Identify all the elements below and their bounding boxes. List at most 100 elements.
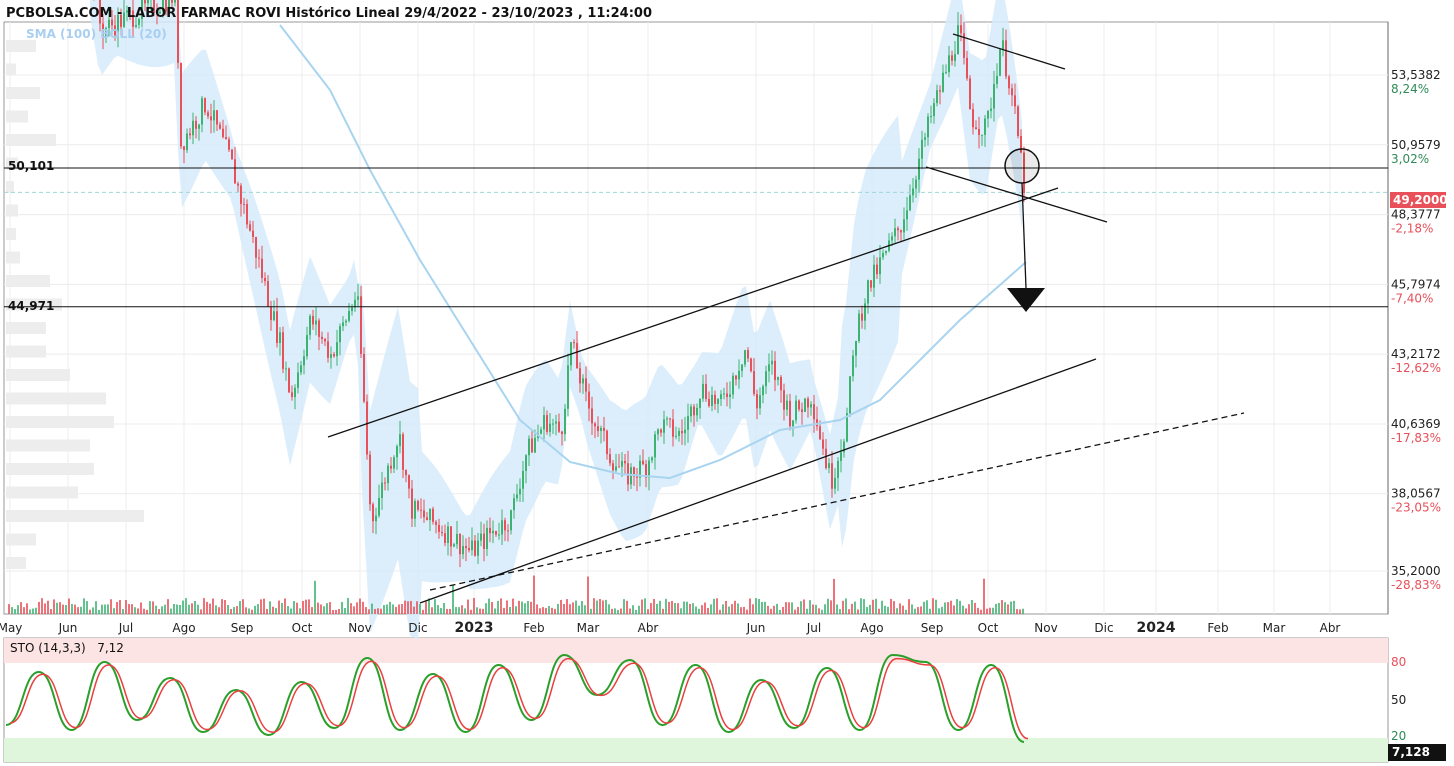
candle-body [807, 398, 809, 408]
time-tick-label: Jun [746, 621, 766, 635]
candle-body [996, 75, 998, 85]
candle-body [741, 364, 743, 371]
volume-bar [23, 607, 25, 614]
volume-bar [281, 602, 283, 614]
candle-body [171, 0, 173, 3]
candle-body [351, 307, 353, 311]
candle-body [1011, 88, 1013, 96]
volume-bar [239, 601, 241, 614]
volume-bar [380, 608, 382, 614]
volume-bar [566, 599, 568, 614]
volume-profile [6, 40, 144, 569]
candle-body [249, 224, 251, 231]
time-tick-label: Mar [1263, 621, 1286, 635]
candle-body [420, 509, 422, 511]
volume-bar [116, 602, 118, 614]
volume-bar [89, 609, 91, 614]
candle-body [876, 264, 878, 275]
volume-bar [587, 576, 589, 614]
volume-bar [767, 605, 769, 614]
volume-bar [194, 600, 196, 614]
volume-bar [470, 609, 472, 614]
volume-bar [317, 602, 319, 614]
volume-bar [659, 600, 661, 614]
candle-body [1017, 106, 1019, 136]
volume-bar [59, 602, 61, 614]
candle-body [321, 336, 323, 340]
volume-bar [998, 602, 1000, 614]
volume-bar [899, 603, 901, 614]
volume-bar [575, 600, 577, 614]
volume-bar [926, 600, 928, 614]
volume-bar [494, 608, 496, 614]
candle-body [837, 460, 839, 478]
volume-bar [911, 604, 913, 614]
candle-body [474, 540, 476, 556]
candle-body [660, 429, 662, 433]
volume-bar [929, 608, 931, 614]
candle-body [606, 430, 608, 455]
volume-bar [410, 600, 412, 614]
wedge-top-line [952, 33, 1066, 70]
candle-body [558, 421, 560, 432]
candle-body [969, 78, 971, 110]
candle-body [819, 426, 821, 440]
volume-bar [248, 608, 250, 614]
volume-bar [158, 609, 160, 614]
candle-body [234, 159, 236, 184]
time-tick-label: Oct [978, 621, 999, 635]
candle-body [990, 108, 992, 111]
volume-bar [377, 608, 379, 614]
candle-body [108, 19, 110, 29]
candle-body [378, 498, 380, 516]
candle-body [432, 508, 434, 522]
candle-body [369, 454, 371, 505]
sto-label: STO (14,3,3) 7,12 [10, 641, 124, 655]
candle-body [468, 548, 470, 551]
volume-bar [821, 609, 823, 614]
volume-bar [1010, 601, 1012, 614]
candle-body [438, 524, 440, 532]
candle-body [330, 354, 332, 358]
volume-profile-bar [6, 298, 62, 311]
candle-body [1005, 40, 1007, 77]
volume-bar [671, 600, 673, 614]
volume-bar [161, 606, 163, 614]
volume-bar [278, 600, 280, 614]
candle-body [762, 386, 764, 396]
candle-body [600, 427, 602, 432]
candle-body [636, 476, 638, 478]
volume-bar [971, 600, 973, 614]
candle-body [138, 19, 140, 25]
candle-body [615, 466, 617, 471]
volume-bar [605, 599, 607, 614]
candle-body [915, 179, 917, 189]
price-tick-label: 43,2172 [1391, 347, 1441, 361]
volume-bar [893, 601, 895, 614]
volume-bar [683, 601, 685, 614]
volume-bar [863, 599, 865, 614]
candle-body [192, 120, 194, 136]
time-tick-label: Nov [348, 621, 371, 635]
candle-body [111, 19, 113, 26]
volume-bar [977, 607, 979, 614]
volume-bar [320, 604, 322, 614]
candle-body [705, 383, 707, 399]
volume-bar [191, 603, 193, 614]
volume-bar [449, 608, 451, 614]
volume-bar [149, 601, 151, 614]
volume-bar [944, 602, 946, 614]
volume-bar [305, 599, 307, 614]
volume-bar [623, 599, 625, 614]
volume-bar [521, 601, 523, 614]
volume-bar [251, 609, 253, 614]
volume-bar [515, 606, 517, 614]
last-price-tag: 49,2000 [1390, 192, 1448, 208]
volume-bar [878, 608, 880, 614]
volume-bar [242, 599, 244, 614]
candle-body [1020, 135, 1022, 153]
volume-bar [950, 600, 952, 614]
volume-bar [611, 608, 613, 614]
candle-body [477, 540, 479, 556]
